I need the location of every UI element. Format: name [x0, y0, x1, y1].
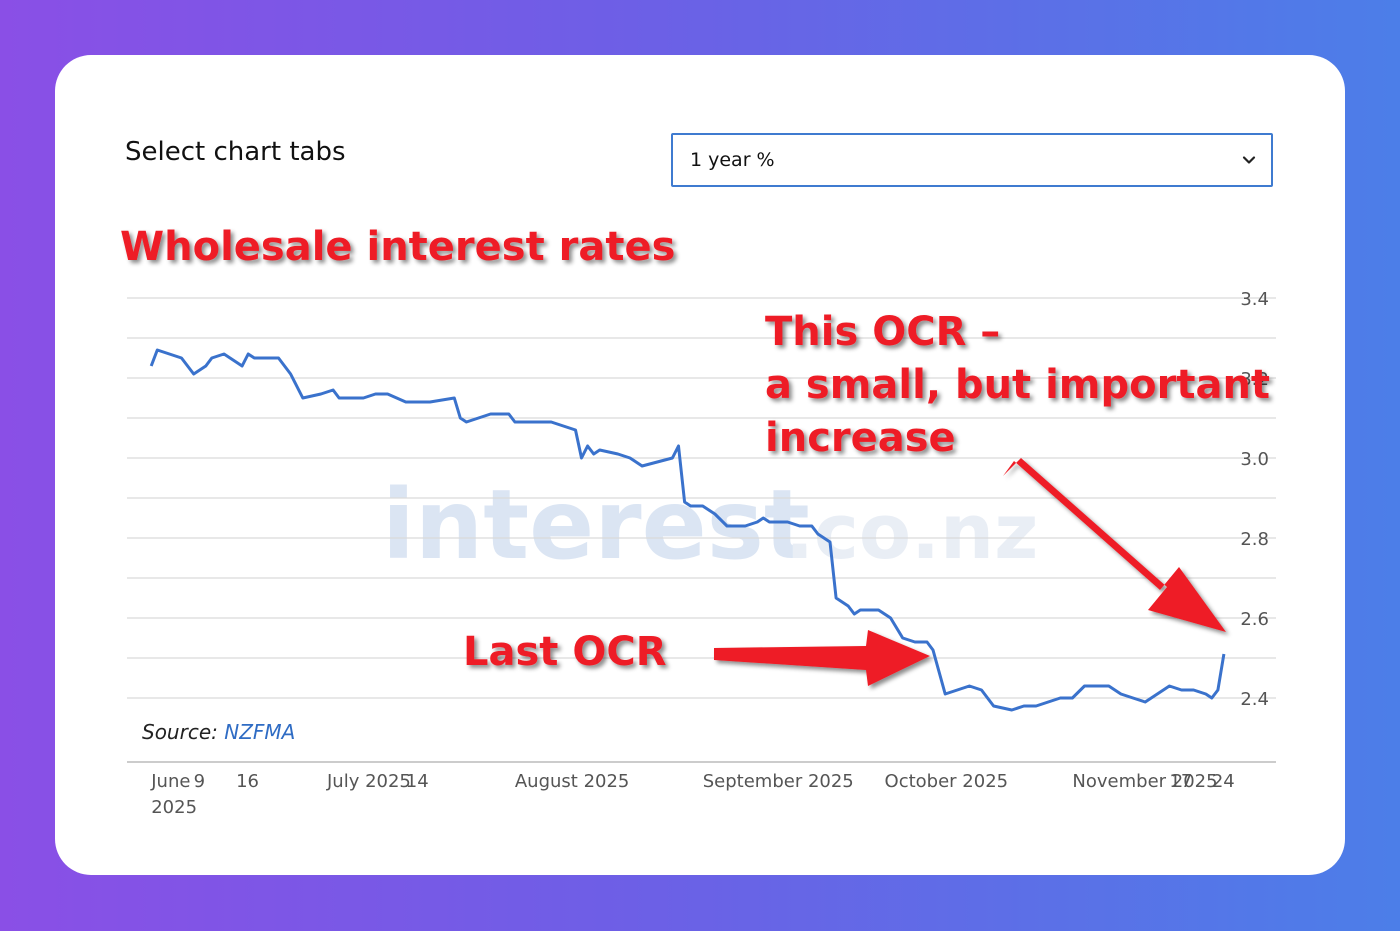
annotation-title: Wholesale interest rates: [120, 224, 675, 270]
y-tick-label: 2.8: [1240, 529, 1269, 550]
annotation-last-ocr: Last OCR: [463, 629, 667, 675]
chart-period-select[interactable]: 1 year %: [671, 133, 1273, 187]
x-tick-label: 17: [1169, 771, 1192, 792]
x-tick-label: 16: [236, 771, 259, 792]
x-tick-label: 9: [194, 771, 205, 792]
chevron-down-icon: [1242, 156, 1256, 164]
arrow-this-ocr: [1003, 458, 1226, 632]
chart-period-select-value: 1 year %: [690, 149, 775, 171]
source-label: Source:: [142, 720, 218, 744]
annotations: Wholesale interest rates This OCR – a sm…: [120, 224, 1270, 686]
series-line: [149, 348, 1226, 712]
y-tick-label: 3.2: [1240, 369, 1269, 390]
x-tick-label: September 2025: [703, 771, 854, 792]
y-tick-label: 3.4: [1240, 289, 1269, 310]
y-axis: 3.4 3.2 3.0 2.8 2.6 2.4: [1240, 289, 1269, 710]
chart-card: Select chart tabs 1 year % Source: NZFMA: [55, 55, 1345, 875]
y-tick-label: 2.4: [1240, 689, 1269, 710]
annotation-this-ocr-line2: a small, but important: [765, 362, 1270, 408]
watermark-suffix: .co.nz: [785, 487, 1038, 576]
x-tick-label: October 2025: [885, 771, 1009, 792]
x-tick-label: June: [150, 771, 190, 792]
x-tick-label: 14: [406, 771, 429, 792]
x-tick-label: July 2025: [326, 771, 411, 792]
x-tick-label-secondary: 2025: [151, 797, 197, 818]
chart-tabs-label: Select chart tabs: [125, 137, 346, 167]
x-tick-label: 24: [1212, 771, 1235, 792]
chart-grid: [127, 297, 1276, 763]
x-tick-label: November 2025: [1072, 771, 1217, 792]
annotation-this-ocr-line3: increase: [765, 415, 956, 461]
source-link[interactable]: NZFMA: [224, 720, 296, 744]
annotation-this-ocr-line1: This OCR –: [765, 309, 1000, 355]
x-tick-label: August 2025: [515, 771, 630, 792]
arrow-last-ocr: [714, 630, 930, 686]
y-tick-label: 3.0: [1240, 449, 1269, 470]
watermark: interest .co.nz: [382, 469, 1038, 581]
source-note: Source: NZFMA: [142, 720, 295, 744]
y-tick-label: 2.6: [1240, 609, 1269, 630]
